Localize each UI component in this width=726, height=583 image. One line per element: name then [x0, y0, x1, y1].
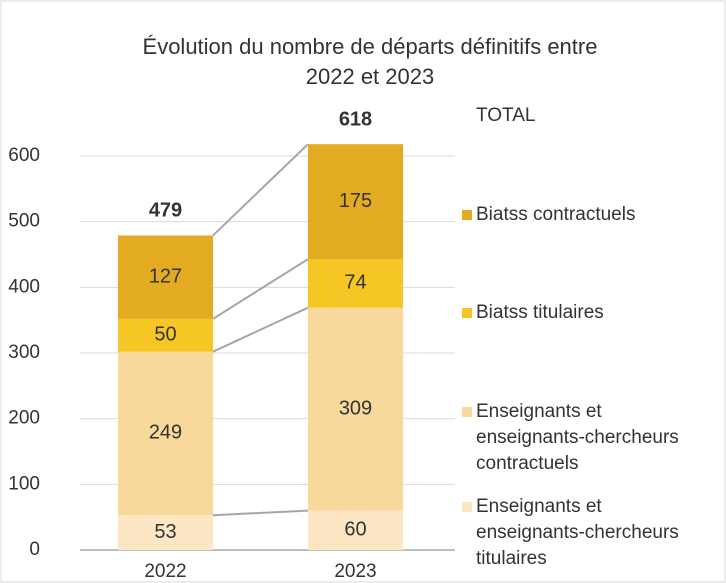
legend-swatch	[462, 502, 472, 512]
connector-line	[212, 143, 309, 237]
legend-label: Biatss titulaires	[476, 302, 604, 323]
chart-title: 2022 et 2023	[306, 64, 434, 89]
y-tick-label: 500	[8, 211, 40, 232]
legend-label: Enseignants et enseignants-chercheurs co…	[476, 401, 679, 474]
y-tick-label: 0	[29, 539, 40, 560]
bar-segment	[308, 307, 403, 511]
bar-segment	[118, 351, 213, 516]
y-tick-label: 400	[8, 276, 40, 297]
bar-segment	[118, 235, 213, 319]
x-tick-label: 2023	[334, 561, 376, 582]
legend-label: Biatss contractuels	[476, 204, 636, 225]
bar-segment	[308, 259, 403, 308]
chart-title: Évolution du nombre de départs définitif…	[143, 34, 598, 59]
bar-segment	[308, 144, 403, 260]
bar-segment	[308, 510, 403, 550]
connector-line	[212, 306, 309, 353]
y-tick-label: 600	[8, 145, 40, 166]
connector-line	[212, 258, 309, 320]
legend-swatch	[462, 407, 472, 417]
x-tick-label: 2022	[144, 561, 186, 582]
data-label: 309	[339, 397, 372, 419]
total-label: 618	[339, 108, 372, 130]
data-label: 249	[149, 422, 182, 444]
data-label: 60	[344, 519, 366, 541]
y-tick-label: 300	[8, 342, 40, 363]
y-tick-label: 200	[8, 408, 40, 429]
bar-segment	[118, 318, 213, 352]
total-label: 479	[149, 200, 182, 222]
legend-swatch	[462, 308, 472, 318]
data-label: 127	[149, 265, 182, 287]
totals-label: TOTAL	[476, 105, 535, 126]
legend-label: Enseignants et enseignants-chercheurs ti…	[476, 496, 679, 569]
data-label: 175	[339, 190, 372, 212]
connector-line	[212, 509, 309, 517]
data-label: 53	[154, 521, 176, 543]
legend-swatch	[462, 210, 472, 220]
bar-segment	[118, 515, 213, 550]
data-label: 74	[344, 272, 366, 294]
y-tick-label: 100	[8, 473, 40, 494]
data-label: 50	[154, 324, 176, 346]
